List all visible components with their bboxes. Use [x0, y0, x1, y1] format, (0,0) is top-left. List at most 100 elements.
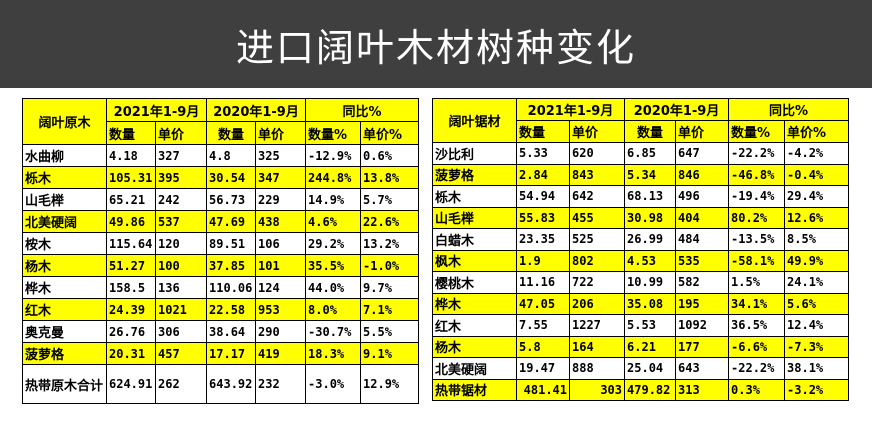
table-row: 杨木 51.27 100 37.85 101 35.5% -1.0%: [22, 254, 420, 277]
qty-2020-cell: 110.06: [206, 276, 257, 299]
yoy-header: 同比%: [728, 98, 850, 121]
qty-2021-cell: 4.18: [106, 144, 156, 167]
page-title: 进口阔叶木材树种变化: [235, 25, 636, 70]
price-2020-cell: 124: [255, 276, 307, 299]
species-cell: 红木: [22, 298, 107, 321]
table-row: 白蜡木 23.35 525 26.99 484 -13.5% 8.5%: [432, 228, 850, 251]
price-yoy-cell: -7.3%: [784, 335, 850, 358]
price-2020-cell: 582: [675, 271, 730, 294]
qty-header: 数量: [516, 120, 570, 143]
species-cell: 热带锯材: [432, 378, 517, 401]
table-row: 菠萝格 2.84 843 5.34 846 -46.8% -0.4%: [432, 163, 850, 186]
price-pct-header: 单价%: [784, 120, 850, 143]
species-cell: 红木: [432, 314, 517, 337]
qty-yoy-cell: -6.6%: [728, 335, 786, 358]
price-yoy-cell: 8.5%: [784, 228, 850, 251]
qty-yoy-cell: 18.3%: [305, 342, 362, 365]
species-cell: 白蜡木: [432, 228, 517, 251]
price-yoy-cell: -0.4%: [784, 163, 850, 186]
qty-2021-cell: 19.47: [516, 357, 570, 380]
qty-2021-cell: 65.21: [106, 188, 156, 211]
species-cell: 热带原木合计: [22, 364, 107, 404]
price-yoy-cell: 49.9%: [784, 249, 850, 272]
qty-2020-cell: 479.82: [624, 378, 677, 401]
price-yoy-cell: -4.2%: [784, 142, 850, 165]
species-cell: 菠萝格: [432, 163, 517, 186]
species-cell: 菠萝格: [22, 342, 107, 365]
table-row: 栎木 105.31 395 30.54 347 244.8% 13.8%: [22, 166, 420, 189]
species-cell: 桉木: [22, 232, 107, 255]
price-2021-cell: 100: [154, 254, 208, 277]
price-2020-cell: 106: [255, 232, 307, 255]
qty-2020-cell: 35.08: [624, 292, 677, 315]
price-2020-cell: 101: [255, 254, 307, 277]
species-cell: 栎木: [432, 185, 517, 208]
period-2021-header: 2021年1-9月: [105, 98, 208, 122]
price-2021-cell: 136: [154, 276, 208, 299]
qty-2021-cell: 55.83: [516, 206, 570, 229]
price-2020-cell: 647: [675, 142, 730, 165]
price-2021-cell: 303: [568, 378, 626, 401]
hardwood-lumber-table: 阔叶锯材 2021年1-9月 2020年1-9月 同比% 数量 单价 数量 单价…: [432, 98, 850, 401]
species-cell: 北美硬阔: [22, 210, 107, 233]
price-yoy-cell: 12.4%: [784, 314, 850, 337]
qty-2021-cell: 158.5: [106, 276, 156, 299]
qty-2020-cell: 68.13: [624, 185, 677, 208]
qty-2021-cell: 47.05: [516, 292, 570, 315]
price-2020-cell: 953: [255, 298, 307, 321]
species-cell: 杨木: [432, 335, 517, 358]
qty-2021-cell: 20.31: [106, 342, 156, 365]
qty-yoy-cell: 14.9%: [305, 188, 362, 211]
price-2021-cell: 620: [568, 142, 626, 165]
table-row: 桦木 47.05 206 35.08 195 34.1% 5.6%: [432, 292, 850, 315]
qty-2020-cell: 5.53: [624, 314, 677, 337]
price-yoy-cell: 5.6%: [784, 292, 850, 315]
price-2021-cell: 537: [154, 210, 208, 233]
table-row: 红木 24.39 1021 22.58 953 8.0% 7.1%: [22, 298, 420, 321]
qty-yoy-cell: 4.6%: [305, 210, 362, 233]
price-2021-cell: 306: [154, 320, 208, 343]
qty-2020-cell: 47.69: [206, 210, 257, 233]
qty-2020-cell: 643.92: [206, 364, 257, 404]
qty-2021-cell: 2.84: [516, 163, 570, 186]
species-cell: 桦木: [432, 292, 517, 315]
qty-2021-cell: 49.86: [106, 210, 156, 233]
qty-2021-cell: 11.16: [516, 271, 570, 294]
qty-yoy-cell: 80.2%: [728, 206, 786, 229]
qty-header: 数量: [206, 121, 257, 145]
qty-2020-cell: 4.8: [206, 144, 257, 167]
qty-2020-cell: 22.58: [206, 298, 257, 321]
qty-2020-cell: 6.85: [624, 142, 677, 165]
price-2020-cell: 325: [255, 144, 307, 167]
category-header: 阔叶原木: [22, 98, 107, 145]
price-yoy-cell: 7.1%: [360, 298, 420, 321]
qty-yoy-cell: -58.1%: [728, 249, 786, 272]
table-row: 樱桃木 11.16 722 10.99 582 1.5% 24.1%: [432, 271, 850, 294]
price-yoy-cell: 12.6%: [784, 206, 850, 229]
table-row: 枫木 1.9 802 4.53 535 -58.1% 49.9%: [432, 249, 850, 272]
price-2021-cell: 642: [568, 185, 626, 208]
species-cell: 北美硬阔: [432, 357, 517, 380]
price-2020-cell: 484: [675, 228, 730, 251]
species-cell: 山毛榉: [22, 188, 107, 211]
qty-pct-header: 数量%: [305, 121, 362, 145]
price-2021-cell: 802: [568, 249, 626, 272]
qty-yoy-cell: 0.3%: [728, 378, 786, 401]
qty-2020-cell: 25.04: [624, 357, 677, 380]
period-2021-header: 2021年1-9月: [515, 98, 626, 121]
qty-yoy-cell: -12.9%: [305, 144, 362, 167]
qty-2021-cell: 7.55: [516, 314, 570, 337]
table-row: 红木 7.55 1227 5.53 1092 36.5% 12.4%: [432, 314, 850, 337]
table-row: 水曲柳 4.18 327 4.8 325 -12.9% 0.6%: [22, 144, 420, 167]
price-yoy-cell: 5.7%: [360, 188, 420, 211]
table-row: 菠萝格 20.31 457 17.17 419 18.3% 9.1%: [22, 342, 420, 365]
price-yoy-cell: 9.1%: [360, 342, 420, 365]
price-2020-cell: 643: [675, 357, 730, 380]
price-2021-cell: 164: [568, 335, 626, 358]
qty-yoy-cell: -19.4%: [728, 185, 786, 208]
table-row: 热带锯材 481.41 303 479.82 313 0.3% -3.2%: [432, 378, 850, 401]
qty-2020-cell: 17.17: [206, 342, 257, 365]
qty-2020-cell: 5.34: [624, 163, 677, 186]
qty-yoy-cell: -22.2%: [728, 142, 786, 165]
qty-2020-cell: 30.54: [206, 166, 257, 189]
